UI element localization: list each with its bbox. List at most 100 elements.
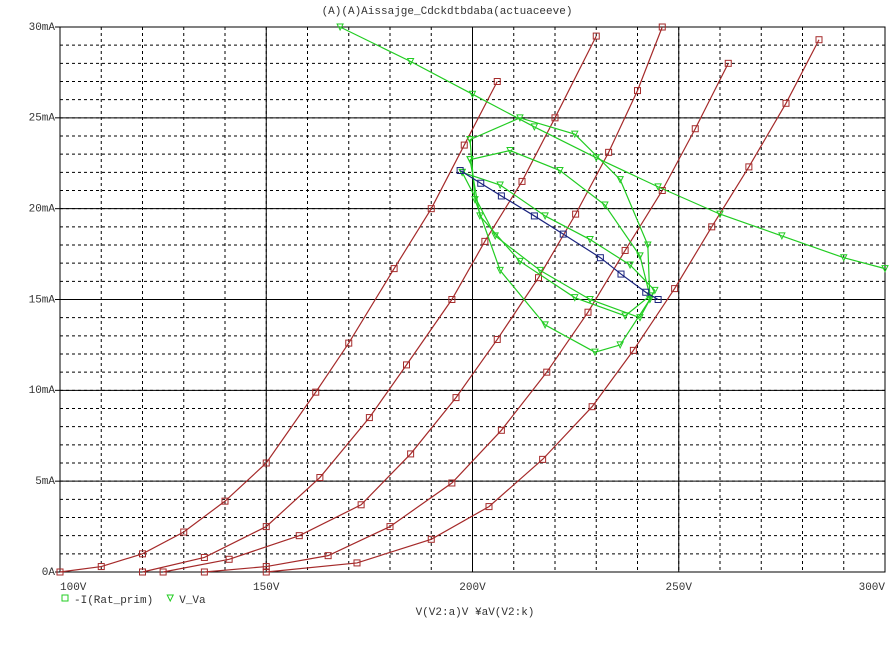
x-tick-label: 150V bbox=[253, 582, 280, 594]
data-marker bbox=[448, 479, 456, 487]
y-tick-label: 0A bbox=[42, 567, 56, 579]
data-marker bbox=[654, 296, 662, 303]
data-marker bbox=[200, 568, 208, 576]
data-marker bbox=[497, 192, 505, 200]
data-marker bbox=[390, 265, 398, 273]
data-marker bbox=[476, 212, 484, 221]
y-tick-label: 25mA bbox=[29, 113, 56, 125]
data-marker bbox=[180, 528, 188, 536]
series-line bbox=[469, 149, 651, 317]
data-marker bbox=[345, 339, 353, 347]
data-marker bbox=[778, 232, 786, 241]
data-marker bbox=[559, 230, 567, 238]
data-marker bbox=[745, 163, 753, 171]
data-marker bbox=[596, 254, 604, 262]
data-marker bbox=[200, 553, 208, 561]
data-marker bbox=[448, 296, 456, 303]
data-marker bbox=[541, 321, 549, 330]
series-line bbox=[59, 81, 498, 573]
data-marker bbox=[539, 455, 547, 463]
data-marker bbox=[139, 550, 146, 558]
data-marker bbox=[295, 532, 303, 540]
series-line bbox=[163, 26, 663, 573]
data-marker bbox=[572, 210, 580, 218]
data-marker bbox=[225, 555, 233, 563]
data-marker bbox=[460, 141, 468, 149]
data-marker bbox=[493, 78, 501, 85]
data-marker bbox=[570, 130, 579, 139]
legend-label: V_Va bbox=[179, 595, 206, 607]
data-marker bbox=[541, 212, 549, 221]
data-marker bbox=[536, 266, 544, 275]
data-marker bbox=[516, 257, 524, 266]
data-marker bbox=[543, 368, 551, 376]
data-marker bbox=[535, 274, 542, 282]
data-marker bbox=[601, 201, 609, 210]
data-marker bbox=[493, 335, 501, 343]
data-marker bbox=[506, 147, 514, 155]
data-marker bbox=[406, 58, 415, 66]
data-marker bbox=[708, 223, 716, 231]
data-marker bbox=[621, 246, 629, 254]
series-line bbox=[339, 26, 886, 270]
data-marker bbox=[466, 156, 474, 164]
data-marker bbox=[530, 123, 539, 132]
data-marker bbox=[642, 288, 650, 296]
data-marker bbox=[724, 59, 732, 67]
data-marker bbox=[262, 523, 270, 531]
data-marker bbox=[159, 568, 167, 576]
data-marker bbox=[139, 568, 146, 576]
data-marker bbox=[671, 285, 679, 293]
data-marker bbox=[617, 270, 625, 278]
data-marker bbox=[324, 552, 332, 560]
data-marker bbox=[629, 346, 637, 354]
data-marker bbox=[262, 568, 270, 576]
data-marker bbox=[592, 32, 600, 40]
data-marker bbox=[636, 252, 644, 261]
data-marker bbox=[497, 426, 505, 434]
data-marker bbox=[839, 254, 848, 262]
y-tick-label: 5mA bbox=[35, 476, 55, 488]
x-tick-label: 200V bbox=[459, 582, 486, 594]
data-marker bbox=[336, 23, 344, 32]
data-marker bbox=[357, 501, 365, 509]
data-marker bbox=[881, 265, 889, 273]
data-marker bbox=[316, 474, 324, 482]
y-tick-label: 20mA bbox=[29, 204, 56, 216]
data-marker bbox=[485, 503, 493, 511]
data-marker bbox=[262, 459, 270, 467]
data-marker bbox=[636, 314, 644, 322]
x-axis-label: V(V2:a)V ¥aV(V2:k) bbox=[416, 607, 535, 619]
data-marker bbox=[782, 99, 790, 107]
data-marker bbox=[427, 535, 435, 543]
plot-frame bbox=[59, 26, 886, 573]
data-marker bbox=[644, 241, 652, 250]
data-marker bbox=[407, 450, 415, 458]
data-marker bbox=[452, 394, 460, 402]
data-marker bbox=[403, 361, 410, 369]
data-marker bbox=[97, 563, 105, 571]
y-tick-label: 15mA bbox=[29, 294, 56, 306]
data-marker bbox=[605, 148, 613, 156]
x-tick-label: 300V bbox=[859, 582, 886, 594]
data-marker bbox=[570, 294, 579, 302]
y-tick-label: 30mA bbox=[29, 22, 56, 34]
series-line bbox=[266, 39, 820, 573]
data-marker bbox=[654, 183, 662, 191]
data-marker bbox=[716, 210, 724, 219]
data-marker bbox=[588, 403, 596, 411]
data-marker bbox=[496, 266, 504, 275]
data-marker bbox=[658, 23, 666, 31]
data-marker bbox=[518, 177, 526, 185]
series-line bbox=[469, 117, 651, 353]
data-marker bbox=[591, 348, 599, 357]
data-marker bbox=[556, 167, 564, 175]
data-marker bbox=[312, 388, 320, 396]
data-marker bbox=[815, 36, 823, 44]
data-marker bbox=[353, 559, 361, 567]
data-marker bbox=[530, 212, 538, 220]
data-marker bbox=[551, 114, 559, 122]
legend-marker bbox=[166, 594, 175, 603]
